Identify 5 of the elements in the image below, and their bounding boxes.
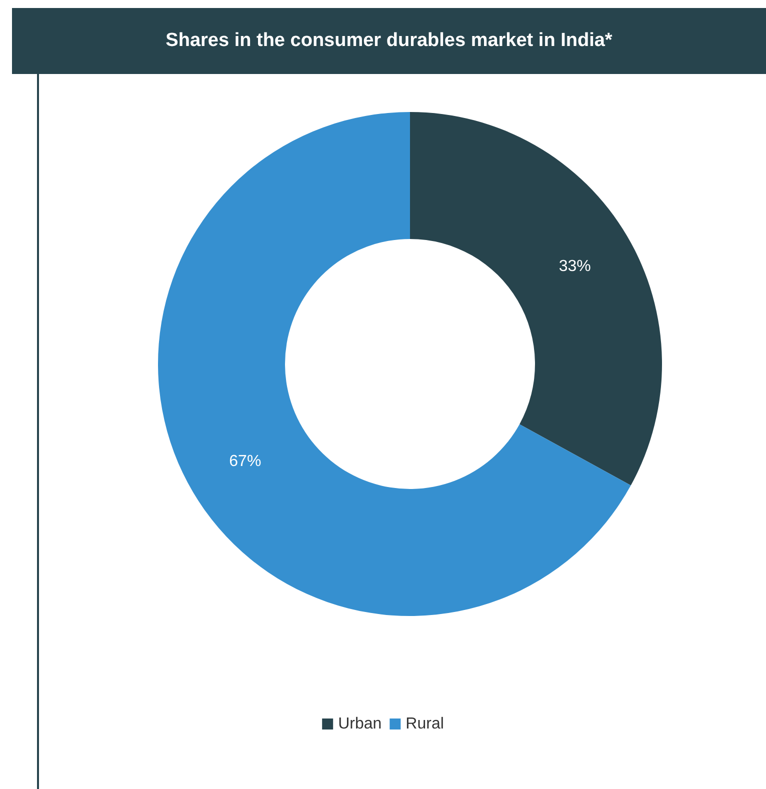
data-label: 67% [229, 452, 262, 470]
legend-label: Urban [338, 716, 382, 732]
chart-title: Shares in the consumer durables market in India* [12, 8, 766, 74]
legend-label: Rural [406, 716, 444, 732]
data-label: 33% [558, 258, 591, 276]
